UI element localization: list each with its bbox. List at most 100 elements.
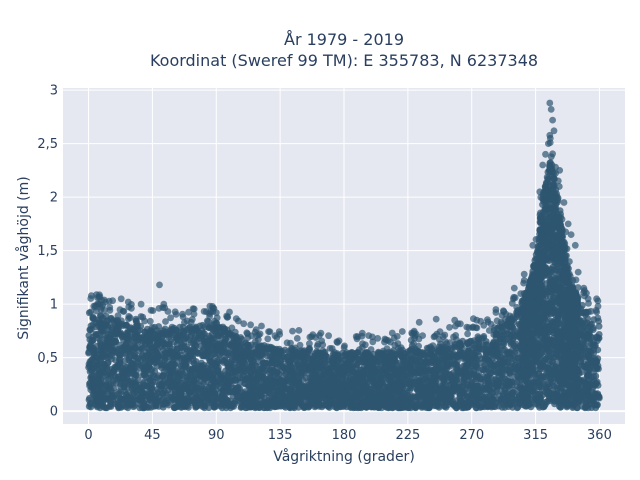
data-point (123, 376, 131, 383)
data-point (210, 403, 218, 411)
data-point (115, 350, 123, 358)
data-point (582, 403, 589, 411)
data-point (555, 402, 563, 410)
data-point (126, 394, 134, 401)
data-point (315, 376, 323, 384)
data-point (118, 332, 125, 339)
data-point (302, 367, 310, 374)
data-point (114, 373, 122, 381)
data-point (468, 382, 476, 389)
data-point (332, 389, 340, 397)
data-point (192, 323, 200, 331)
data-point (426, 403, 433, 411)
data-point (350, 392, 358, 400)
data-point (253, 377, 261, 385)
data-point (316, 363, 324, 370)
data-point (189, 349, 197, 357)
data-point (151, 323, 159, 331)
data-point (579, 347, 587, 355)
data-point (295, 399, 303, 407)
data-point (214, 367, 222, 374)
data-point (300, 384, 308, 391)
data-point (307, 362, 315, 369)
data-point (458, 344, 466, 352)
data-point (436, 348, 443, 356)
data-point (369, 402, 377, 410)
data-point (102, 377, 110, 384)
data-point (94, 354, 102, 362)
data-point (220, 345, 228, 353)
data-point (585, 330, 592, 338)
data-point (584, 352, 592, 360)
data-point (477, 375, 485, 383)
data-point (189, 366, 197, 373)
data-point (238, 335, 246, 343)
data-point (192, 358, 200, 365)
data-point (332, 373, 339, 381)
data-point (513, 404, 521, 412)
data-point (85, 396, 93, 404)
data-point (168, 383, 175, 390)
data-point (360, 354, 367, 362)
data-point (462, 404, 470, 411)
data-point (237, 404, 245, 411)
data-point (493, 339, 500, 347)
data-point (418, 400, 425, 408)
data-point (446, 371, 454, 379)
data-point (432, 381, 440, 388)
data-point (132, 368, 140, 376)
data-point (510, 342, 518, 350)
data-point (378, 370, 386, 377)
data-point (246, 373, 253, 381)
data-point (255, 372, 262, 379)
data-point (217, 340, 224, 348)
data-point (252, 362, 260, 370)
data-point (489, 362, 497, 369)
data-point (164, 347, 172, 355)
data-point (408, 399, 415, 407)
data-point (280, 378, 288, 386)
data-point (364, 398, 372, 405)
data-point (208, 335, 216, 343)
data-point (489, 390, 496, 398)
data-point (147, 358, 155, 366)
data-point (153, 349, 161, 357)
data-point (491, 380, 499, 388)
data-point (225, 358, 233, 366)
data-point (260, 367, 268, 375)
data-point (490, 367, 498, 375)
data-point (439, 384, 446, 392)
data-point (488, 403, 495, 411)
data-point (266, 368, 273, 376)
data-point (123, 345, 131, 352)
data-point (259, 346, 266, 354)
data-point (323, 401, 331, 409)
data-point (377, 401, 385, 408)
data-point (115, 356, 123, 364)
data-point (480, 401, 488, 409)
data-point (485, 367, 493, 375)
data-point (123, 334, 131, 342)
data-point (595, 331, 603, 338)
data-point (467, 367, 474, 375)
data-point (137, 398, 145, 405)
data-point (168, 393, 176, 401)
data-point (193, 371, 200, 378)
data-point (331, 354, 339, 361)
data-point (226, 329, 234, 337)
data-point (413, 396, 421, 404)
data-point (443, 360, 451, 368)
data-point (276, 384, 284, 391)
data-point (144, 344, 152, 352)
data-point (495, 371, 503, 379)
data-point (543, 398, 551, 406)
data-point (112, 329, 120, 337)
data-point (183, 334, 191, 342)
data-point (592, 342, 599, 349)
data-point (284, 348, 292, 356)
data-point (468, 375, 476, 382)
data-point (479, 393, 487, 401)
data-point (231, 387, 238, 394)
data-point (121, 363, 129, 371)
